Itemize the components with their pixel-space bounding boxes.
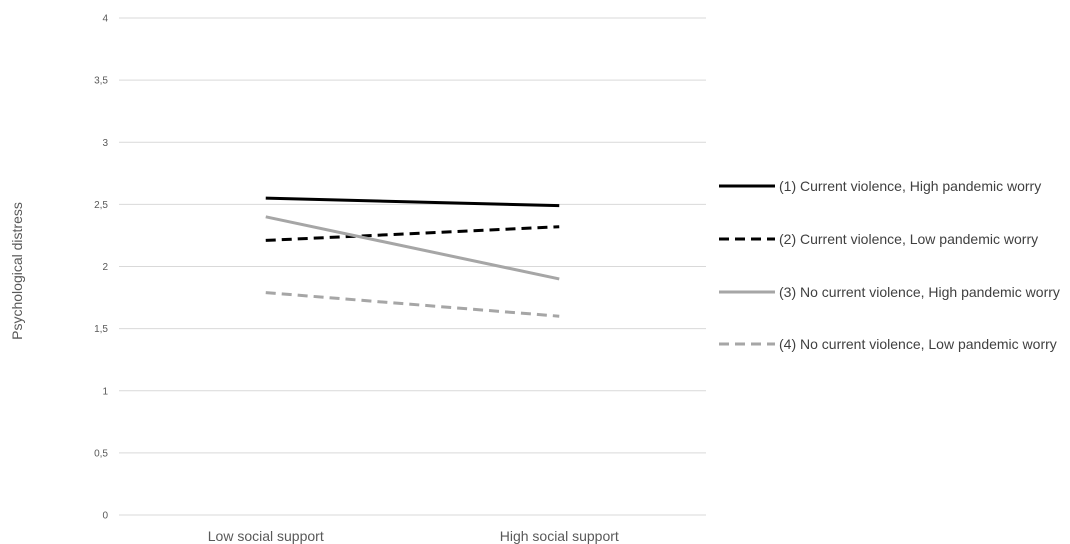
y-axis-label: Psychological distress xyxy=(9,202,25,340)
y-tick-label: 1 xyxy=(102,386,108,397)
legend-label: (4) No current violence, Low pandemic wo… xyxy=(779,336,1057,352)
legend: (1) Current violence, High pandemic worr… xyxy=(719,178,1060,352)
legend-label: (3) No current violence, High pandemic w… xyxy=(779,284,1060,300)
y-tick-label: 4 xyxy=(102,14,108,25)
x-category-label: High social support xyxy=(500,528,619,544)
y-axis-tick-labels: 0 0,5 1 1,5 2 2,5 3 3,5 4 xyxy=(94,14,108,522)
series-line-4 xyxy=(265,291,560,318)
x-axis-category-labels: Low social support High social support xyxy=(208,528,619,544)
series-line-2 xyxy=(265,225,560,242)
y-tick-label: 0,5 xyxy=(94,448,108,459)
y-tick-label: 3,5 xyxy=(94,76,108,87)
legend-label: (1) Current violence, High pandemic worr… xyxy=(779,178,1041,194)
x-category-label: Low social support xyxy=(208,528,324,544)
series-line-1 xyxy=(265,196,560,208)
y-tick-label: 2 xyxy=(102,262,108,273)
y-tick-label: 1,5 xyxy=(94,324,108,335)
series-line-3 xyxy=(265,215,560,281)
y-tick-label: 2,5 xyxy=(94,200,108,211)
gridlines xyxy=(119,17,706,516)
legend-label: (2) Current violence, Low pandemic worry xyxy=(779,231,1038,247)
series-lines xyxy=(265,196,560,318)
y-tick-label: 3 xyxy=(102,138,108,149)
y-tick-label: 0 xyxy=(102,511,108,522)
